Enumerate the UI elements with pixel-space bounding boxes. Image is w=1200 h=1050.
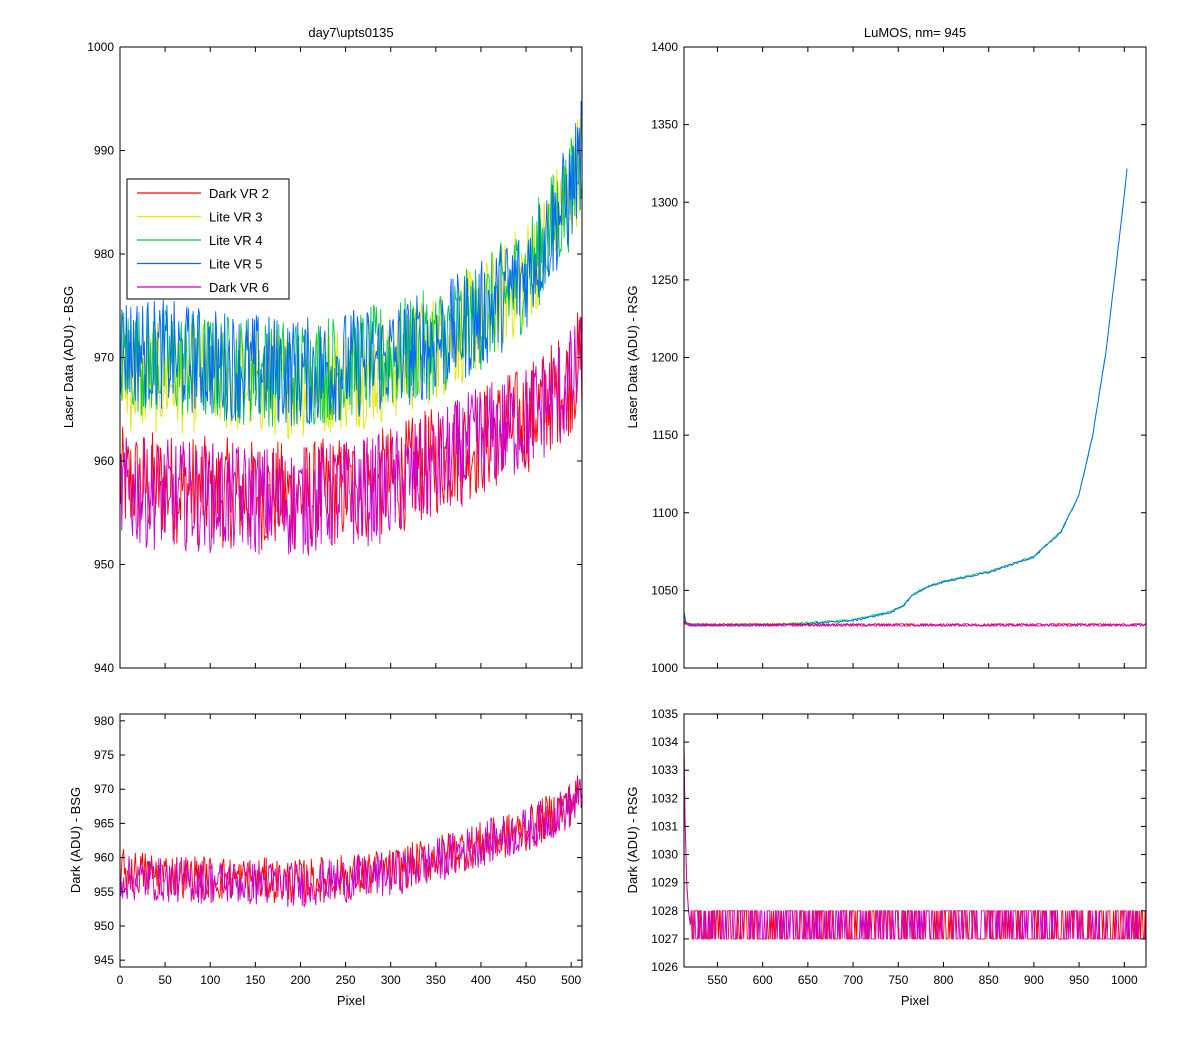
plot0-ytick-label: 960	[94, 454, 114, 468]
plot3-xtick-label: 850	[979, 973, 999, 987]
legend-label-2: Lite VR 4	[209, 233, 262, 248]
bottom-left-xlabel: Pixel	[337, 993, 365, 1008]
plot3-xtick-label: 800	[933, 973, 953, 987]
bottom-left-plot: Pixel Dark (ADU) - BSG 945 950 955 960 965 97…	[68, 713, 583, 1008]
plot2-frame	[119, 713, 583, 968]
plot3-xtick-label: 700	[843, 973, 863, 987]
plot2-ytick-label: 945	[94, 953, 114, 967]
plot1-ytick-label: 1050	[651, 583, 678, 597]
plot2-xtick-label: 500	[561, 973, 581, 987]
plot3-series-1	[684, 742, 1146, 940]
top-left-ylabel: Laser Data (ADU) - BSG	[61, 286, 76, 428]
top-right-ylabel: Laser Data (ADU) - RSG	[625, 285, 640, 428]
bottom-right-ylabel: Dark (ADU) - RSG	[625, 787, 640, 894]
plot1-area	[684, 47, 1146, 668]
plot3-xtick-label: 600	[753, 973, 773, 987]
plot3-ytick-label: 1030	[651, 848, 678, 862]
plot3-ytick-label: 1027	[651, 932, 678, 946]
plot0-series-3	[120, 100, 582, 426]
top-right-title: LuMOS, nm= 945	[864, 25, 966, 40]
plot1-ytick-label: 1200	[651, 351, 678, 365]
plot0-ytick-label: 990	[94, 144, 114, 158]
plot2-ytick-label: 965	[94, 816, 114, 830]
bottom-right-xlabel: Pixel	[901, 993, 929, 1008]
plot1-ytick-label: 1300	[651, 195, 678, 209]
plot3-xtick-label: 900	[1024, 973, 1044, 987]
plot3-xtick-label: 950	[1069, 973, 1089, 987]
plot3-xtick-label: 750	[888, 973, 908, 987]
plot3-ytick-label: 1026	[651, 960, 678, 974]
top-left-plot: day7\upts0135 Laser Data (ADU) - BSG 940…	[61, 25, 583, 675]
plot1-ytick-label: 1000	[651, 661, 678, 675]
plot1-ytick-label: 1150	[652, 428, 678, 442]
plot3-ytick-label: 1029	[651, 876, 678, 890]
plot2-ytick-label: 950	[94, 919, 114, 933]
plot3-series-group	[684, 742, 1146, 940]
plot2-xtick-label: 400	[471, 973, 491, 987]
bottom-right-plot: Pixel Dark (ADU) - RSG 1026 1027 1028 1029 1…	[625, 707, 1147, 1008]
plot1-ytick-label: 1250	[651, 273, 678, 287]
legend-box	[126, 178, 290, 300]
plot2-ytick-label: 975	[94, 748, 114, 762]
plot3-xtick-label: 1000	[1111, 973, 1138, 987]
plot3-frame	[683, 713, 1147, 968]
plot1-series-2	[684, 621, 1146, 627]
plot0-ytick-label: 970	[94, 351, 114, 365]
plot3-ytick-label: 1035	[651, 707, 678, 721]
plot0-ytick-label: 940	[94, 661, 114, 675]
plot3-ytick-label: 1033	[651, 763, 678, 777]
plot0-ytick-label: 1000	[87, 40, 114, 54]
plot2-xtick-label: 50	[158, 973, 172, 987]
plot3-ytick-label: 1028	[651, 904, 678, 918]
legend-label-1: Lite VR 3	[209, 210, 262, 225]
plot2-xtick-label: 300	[381, 973, 401, 987]
plot2-xtick-label: 150	[245, 973, 265, 987]
plot1-series-1	[684, 168, 1128, 627]
plot3-xtick-label: 550	[707, 973, 727, 987]
bottom-left-ylabel: Dark (ADU) - BSG	[68, 787, 83, 893]
plot0-ytick-label: 980	[94, 247, 114, 261]
plot0-series-group	[120, 100, 582, 556]
plot3-ytick-label: 1032	[651, 791, 678, 805]
plot3-xtick-label: 650	[798, 973, 818, 987]
plot1-ytick-label: 1100	[652, 506, 678, 520]
plot2-xtick-label: 0	[117, 973, 124, 987]
plot2-xtick-label: 200	[290, 973, 310, 987]
plot2-ytick-label: 970	[94, 782, 114, 796]
plot0-series-4	[120, 316, 582, 556]
top-right-plot: LuMOS, nm= 945 Laser Data (ADU) - RSG 10…	[625, 25, 1147, 675]
plot2-series-1	[120, 779, 582, 908]
legend-label-4: Dark VR 6	[209, 280, 269, 295]
plot1-series-3	[684, 620, 1146, 628]
plot3-ytick-label: 1031	[651, 819, 678, 833]
legend-label-0: Dark VR 2	[209, 186, 269, 201]
plot2-ytick-label: 960	[94, 851, 114, 865]
plot2-series-group	[120, 775, 582, 908]
plot2-xtick-label: 450	[516, 973, 536, 987]
legend-label-3: Lite VR 5	[209, 257, 262, 272]
plot2-ytick-label: 980	[94, 714, 114, 728]
plot0-ytick-label: 950	[94, 558, 114, 572]
top-left-title: day7\upts0135	[308, 25, 393, 40]
plot2-ytick-label: 955	[94, 885, 114, 899]
plot1-ytick-label: 1400	[651, 40, 678, 54]
plot1-series-group	[684, 168, 1146, 628]
plot2-xtick-label: 250	[336, 973, 356, 987]
plot2-xtick-label: 350	[426, 973, 446, 987]
plot1-ytick-label: 1350	[651, 118, 678, 132]
plot2-xtick-label: 100	[200, 973, 220, 987]
plot3-ytick-label: 1034	[651, 735, 678, 749]
